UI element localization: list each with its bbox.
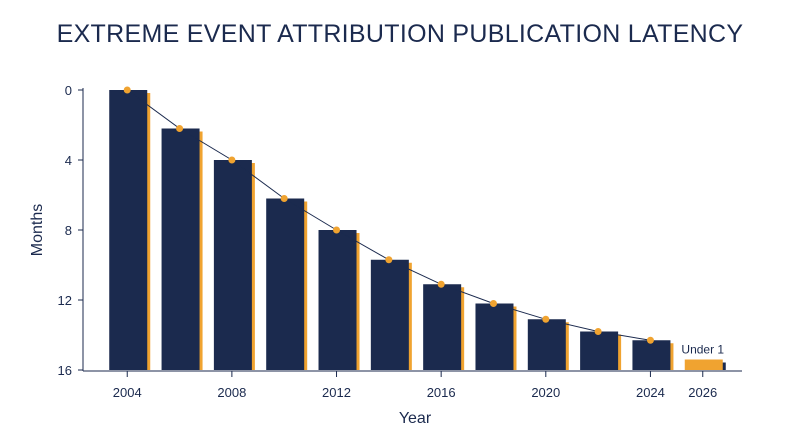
x-tick-label: 2016 <box>427 385 456 400</box>
bar <box>318 230 357 370</box>
trend-point <box>228 156 236 164</box>
bar <box>527 319 566 370</box>
x-tick-label: 2026 <box>688 385 717 400</box>
bar-highlight <box>684 359 723 370</box>
data-label-annotation: Under 1 <box>681 343 724 357</box>
bar <box>109 90 148 370</box>
bar <box>266 198 305 370</box>
chart-title: EXTREME EVENT ATTRIBUTION PUBLICATION LA… <box>56 20 744 48</box>
bar <box>161 128 200 370</box>
bar <box>370 259 409 370</box>
y-tick-label: 8 <box>65 223 72 238</box>
trend-point <box>646 336 654 344</box>
trend-point <box>594 328 602 335</box>
trend-point <box>542 315 550 323</box>
x-axis-title: Year <box>399 410 432 427</box>
x-tick-label: 2008 <box>217 385 246 400</box>
bar <box>475 303 514 370</box>
trend-point <box>176 125 184 132</box>
bar <box>632 340 671 370</box>
trend-point <box>489 300 497 307</box>
trend-point <box>123 86 131 94</box>
trend-point <box>280 195 288 202</box>
trend-point <box>385 256 393 264</box>
trend-point <box>333 226 341 234</box>
x-tick-label: 2020 <box>531 385 560 400</box>
x-tick-label: 2024 <box>636 385 665 400</box>
y-tick-label: 12 <box>58 293 72 308</box>
bar <box>580 331 619 370</box>
x-tick-label: 2004 <box>113 385 142 400</box>
y-tick-label: 0 <box>65 83 72 98</box>
y-tick-label: 4 <box>65 153 72 168</box>
y-axis-title: Months <box>29 204 46 256</box>
bar <box>213 160 252 370</box>
bar <box>423 284 462 370</box>
trend-point <box>437 280 445 288</box>
y-tick-label: 16 <box>58 363 72 378</box>
x-tick-label: 2012 <box>322 385 351 400</box>
